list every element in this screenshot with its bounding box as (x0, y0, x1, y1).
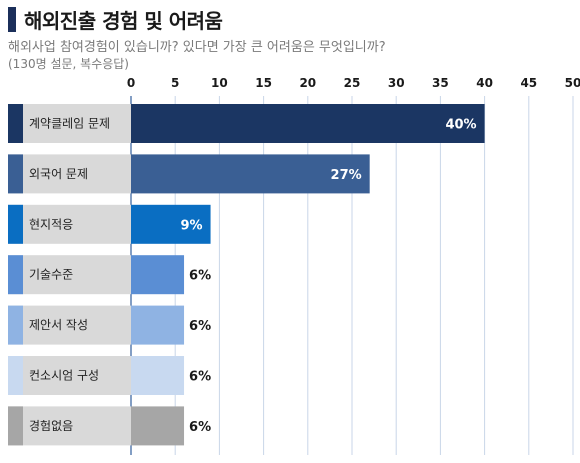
category-color-tab (8, 204, 23, 244)
data-label: 6% (189, 319, 211, 334)
category-label: 기술수준 (29, 268, 73, 282)
survey-note: (130명 설문, 복수응답) (8, 57, 129, 71)
category-label: 계약클레임 문제 (29, 116, 110, 131)
category-label: 외국어 문제 (29, 167, 88, 181)
data-label: 6% (189, 269, 211, 284)
data-label: 27% (331, 168, 362, 183)
category-label-box (8, 255, 131, 295)
category-label-box (8, 204, 131, 244)
category-color-tab (8, 305, 23, 345)
x-tick-label: 0 (127, 76, 135, 90)
category-color-tab (8, 406, 23, 446)
category-label-box (8, 356, 131, 395)
data-label: 6% (189, 370, 211, 385)
title-accent-bar (8, 7, 16, 32)
value-labels: 40% 27% 9% 6% 6% 6% 6% (180, 118, 476, 435)
category-label: 제안서 작성 (29, 318, 88, 332)
category-color-tab (8, 154, 23, 194)
x-tick-label: 45 (520, 76, 537, 90)
category-label: 컨소시엄 구성 (29, 369, 99, 383)
x-tick-label: 35 (432, 76, 449, 90)
category-color-tab (8, 356, 23, 395)
bar (131, 305, 185, 345)
category-color-tab (8, 104, 23, 143)
data-label: 6% (189, 420, 211, 435)
x-tick-label: 30 (388, 76, 405, 90)
chart-title: 해외진출 경험 및 어려움 (24, 9, 223, 33)
category-label-box (8, 154, 131, 194)
bar (131, 104, 485, 143)
x-tick-label: 5 (171, 76, 179, 90)
bar (131, 154, 370, 194)
chart-subtitle: 해외사업 참여경험이 있습니까? 있다면 가장 큰 어려움은 무엇입니까? (8, 40, 386, 55)
x-axis-ticks: 0 5 10 15 20 25 30 35 40 45 50 (127, 76, 580, 90)
data-label: 40% (445, 118, 476, 133)
bar (131, 406, 185, 446)
category-label: 경험없음 (29, 419, 73, 433)
category-label: 현지적응 (29, 217, 73, 231)
x-tick-label: 40 (476, 76, 493, 90)
x-tick-label: 50 (565, 76, 580, 90)
x-tick-label: 20 (299, 76, 316, 90)
x-tick-label: 25 (344, 76, 361, 90)
data-label: 9% (180, 218, 202, 233)
category-label-box (8, 305, 131, 345)
bar (131, 204, 211, 244)
category-label-box (8, 104, 131, 143)
x-tick-label: 10 (211, 76, 228, 90)
bar (131, 255, 185, 295)
bars (131, 104, 485, 446)
category-label-box (8, 406, 131, 446)
bar (131, 356, 185, 395)
x-tick-label: 15 (255, 76, 272, 90)
category-color-tab (8, 255, 23, 295)
